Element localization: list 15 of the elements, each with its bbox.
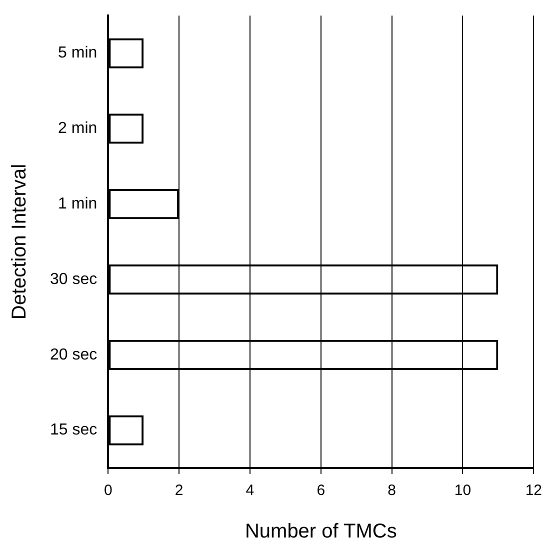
x-tick-label: 2	[174, 482, 184, 500]
x-axis-title: Number of TMCs	[244, 520, 397, 543]
x-tick-label: 4	[246, 482, 254, 500]
y-tick-label: 20 sec	[50, 346, 98, 364]
y-axis-title: Detection Interval	[8, 164, 31, 320]
x-tick-label: 0	[104, 482, 112, 500]
y-tick-label: 30 sec	[50, 270, 98, 288]
x-tick-label: 12	[525, 482, 542, 500]
y-tick-label: 15 sec	[50, 422, 98, 439]
x-tick-label: 10	[454, 482, 472, 500]
y-tick-label: 5 min	[58, 44, 98, 62]
y-tick-label: 2 min	[58, 120, 98, 138]
x-tick-label: 8	[388, 482, 396, 500]
y-tick-label: 1 min	[58, 196, 98, 213]
x-tick-label: 6	[316, 482, 326, 500]
